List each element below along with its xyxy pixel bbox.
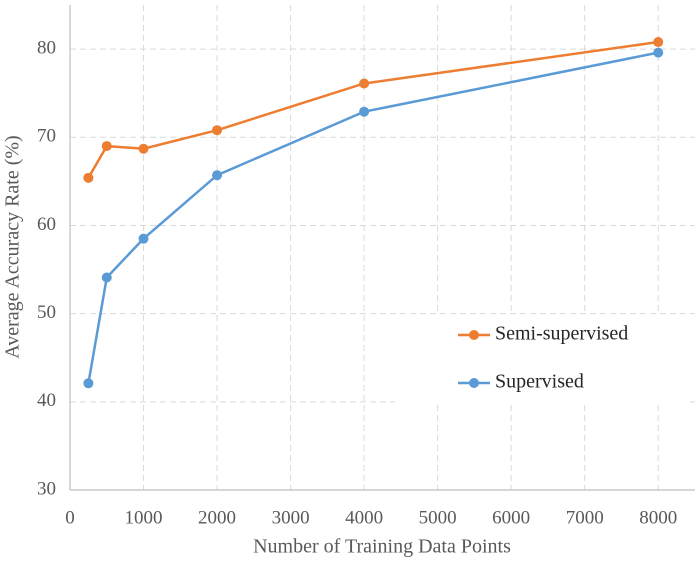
- data-point: [359, 106, 370, 117]
- x-tick-label: 8000: [639, 507, 677, 528]
- y-tick-label: 50: [37, 302, 56, 323]
- x-tick-label: 6000: [492, 507, 530, 528]
- data-point: [212, 125, 223, 136]
- y-tick-label: 70: [37, 126, 56, 147]
- data-point: [359, 78, 370, 89]
- y-tick-label: 30: [37, 478, 56, 499]
- legend-marker: [469, 378, 479, 388]
- x-tick-label: 0: [65, 507, 75, 528]
- series-line: [87, 51, 659, 384]
- data-point: [83, 172, 94, 183]
- x-tick-label: 4000: [345, 507, 383, 528]
- data-point: [138, 233, 149, 244]
- legend-marker: [469, 330, 479, 340]
- x-tick-label: 7000: [566, 507, 604, 528]
- y-axis-title: Average Accuracy Rate (%): [2, 135, 24, 358]
- data-point: [101, 272, 112, 283]
- data-point: [653, 37, 664, 48]
- y-tick-label: 60: [37, 214, 56, 235]
- x-tick-label: 1000: [125, 507, 163, 528]
- data-point: [653, 47, 664, 58]
- y-tick-label: 80: [37, 37, 56, 58]
- legend-label: Supervised: [495, 371, 584, 393]
- series-line: [87, 40, 659, 179]
- legend-label: Semi-supervised: [495, 323, 628, 345]
- data-point: [138, 143, 149, 154]
- data-point: [101, 141, 112, 152]
- legend-box: [395, 315, 690, 405]
- x-axis-title: Number of Training Data Points: [253, 536, 511, 558]
- data-point: [212, 170, 223, 181]
- x-tick-label: 2000: [198, 507, 236, 528]
- x-tick-label: 3000: [272, 507, 310, 528]
- data-point: [83, 378, 94, 389]
- x-tick-label: 5000: [419, 507, 457, 528]
- y-tick-label: 40: [37, 390, 56, 411]
